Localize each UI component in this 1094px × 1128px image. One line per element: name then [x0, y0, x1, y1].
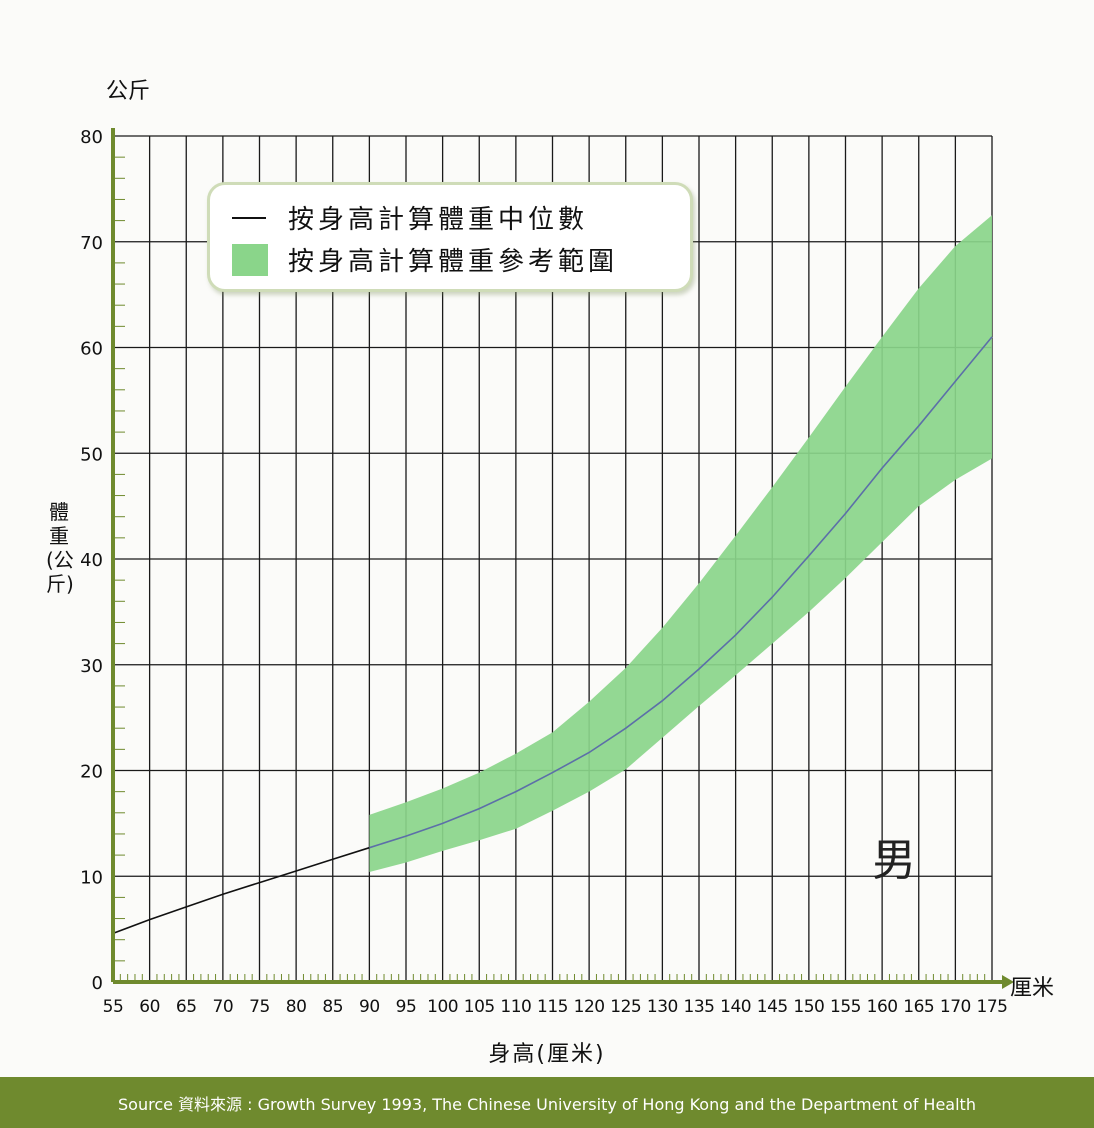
x-tick-label: 85 — [322, 997, 343, 1017]
x-tick-label: 130 — [647, 997, 678, 1017]
x-tick-label: 100 — [427, 997, 458, 1017]
legend-range-label: 按身高計算體重參考範圍 — [288, 247, 619, 277]
x-tick-label: 145 — [757, 997, 788, 1017]
x-tick-label: 55 — [103, 997, 124, 1017]
gender-label: 男 — [872, 835, 916, 886]
y-tick-label: 10 — [80, 867, 103, 888]
y-tick-label: 30 — [80, 656, 103, 677]
y-unit-top-label: 公斤 — [106, 79, 151, 104]
x-tick-label: 105 — [464, 997, 495, 1017]
y-tick-label: 60 — [80, 339, 103, 360]
median-line — [112, 846, 370, 935]
y-axis-label: 體重(公斤) — [46, 500, 74, 596]
y-tick-label: 50 — [80, 444, 103, 465]
median-line-in-band — [369, 336, 993, 849]
legend: 按身高計算體重中位數 按身高計算體重參考範圍 — [207, 182, 693, 292]
x-axis-arrow — [1002, 975, 1014, 989]
chart: 0 10 20 30 40 50 60 70 80 55 60 65 70 75 80 85 90 95 100 10… — [80, 127, 1014, 1017]
x-tick-label: 175 — [977, 997, 1008, 1017]
range-band-swatch — [232, 243, 268, 276]
y-tick-label: 80 — [80, 127, 103, 148]
x-tick-label: 150 — [793, 997, 824, 1017]
x-tick-label: 110 — [500, 997, 531, 1017]
reference-range-band — [369, 215, 992, 873]
x-tick-label: 80 — [286, 997, 307, 1017]
x-tick-label: 165 — [903, 997, 934, 1017]
x-tick-label: 160 — [867, 997, 898, 1017]
source-footer: Source 資料來源 : Growth Survey 1993, The Ch… — [0, 1077, 1094, 1128]
x-tick-label: 70 — [213, 997, 234, 1017]
x-tick-label: 170 — [940, 997, 971, 1017]
y-tick-label: 20 — [80, 762, 103, 783]
chart-plot: 0 10 20 30 40 50 60 70 80 55 60 65 70 75 80 85 90 95 100 10… — [80, 127, 1014, 1017]
legend-median-label: 按身高計算體重中位數 — [288, 205, 589, 235]
x-unit-label: 厘米 — [1010, 976, 1055, 1001]
y-tick-label: 70 — [80, 233, 103, 254]
legend-item-range: 按身高計算體重參考範圍 — [232, 241, 618, 278]
y-tick-label: 0 — [92, 973, 103, 994]
x-tick-label: 120 — [574, 997, 605, 1017]
legend-item-median: 按身高計算體重中位數 — [232, 199, 588, 236]
x-tick-label: 75 — [249, 997, 270, 1017]
x-tick-label: 95 — [396, 997, 417, 1017]
x-tick-label: 125 — [610, 997, 641, 1017]
x-tick-label: 65 — [176, 997, 197, 1017]
x-tick-label: 115 — [537, 997, 568, 1017]
median-line-swatch — [232, 216, 266, 219]
x-tick-label: 140 — [720, 997, 751, 1017]
x-tick-label: 60 — [139, 997, 160, 1017]
x-tick-label: 135 — [684, 997, 715, 1017]
x-tick-label: 155 — [830, 997, 861, 1017]
x-tick-label: 90 — [359, 997, 380, 1017]
y-tick-label: 40 — [80, 550, 103, 571]
x-axis-label: 身高(厘米) — [488, 1042, 606, 1067]
